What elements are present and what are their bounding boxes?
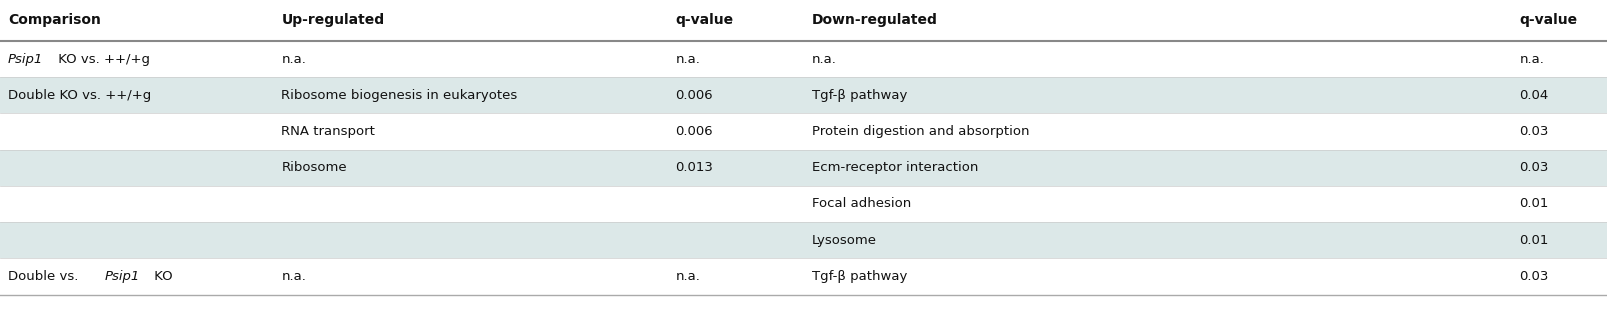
Text: n.a.: n.a. (675, 53, 699, 66)
Text: Tgf-β pathway: Tgf-β pathway (812, 270, 906, 283)
Text: 0.01: 0.01 (1519, 234, 1548, 247)
FancyBboxPatch shape (0, 113, 1607, 150)
Text: Comparison: Comparison (8, 14, 101, 27)
Text: 0.01: 0.01 (1519, 198, 1548, 210)
Text: n.a.: n.a. (281, 53, 305, 66)
FancyBboxPatch shape (0, 222, 1607, 258)
Text: KO vs. ++/+g: KO vs. ++/+g (53, 53, 149, 66)
Text: q-value: q-value (1519, 14, 1576, 27)
Text: Double KO vs. ++/+g: Double KO vs. ++/+g (8, 89, 151, 102)
FancyBboxPatch shape (0, 77, 1607, 113)
Text: RNA transport: RNA transport (281, 125, 374, 138)
Text: Focal adhesion: Focal adhesion (812, 198, 911, 210)
Text: Lysosome: Lysosome (812, 234, 876, 247)
Text: n.a.: n.a. (1519, 53, 1543, 66)
Text: Psip1: Psip1 (104, 270, 140, 283)
Text: 0.04: 0.04 (1519, 89, 1548, 102)
Text: Down-regulated: Down-regulated (812, 14, 937, 27)
FancyBboxPatch shape (0, 41, 1607, 77)
Text: Up-regulated: Up-regulated (281, 14, 384, 27)
Text: n.a.: n.a. (281, 270, 305, 283)
Text: 0.03: 0.03 (1519, 125, 1548, 138)
Text: Ribosome: Ribosome (281, 161, 347, 174)
Text: 0.013: 0.013 (675, 161, 714, 174)
Text: Psip1: Psip1 (8, 53, 43, 66)
FancyBboxPatch shape (0, 186, 1607, 222)
Text: q-value: q-value (675, 14, 733, 27)
Text: Protein digestion and absorption: Protein digestion and absorption (812, 125, 1028, 138)
Text: n.a.: n.a. (812, 53, 836, 66)
Text: 0.03: 0.03 (1519, 161, 1548, 174)
Text: Tgf-β pathway: Tgf-β pathway (812, 89, 906, 102)
Text: 0.006: 0.006 (675, 89, 712, 102)
Text: Ribosome biogenesis in eukaryotes: Ribosome biogenesis in eukaryotes (281, 89, 517, 102)
Text: n.a.: n.a. (675, 270, 699, 283)
Text: Double vs.: Double vs. (8, 270, 82, 283)
Text: 0.006: 0.006 (675, 125, 712, 138)
FancyBboxPatch shape (0, 0, 1607, 41)
FancyBboxPatch shape (0, 150, 1607, 186)
Text: Ecm-receptor interaction: Ecm-receptor interaction (812, 161, 977, 174)
Text: 0.03: 0.03 (1519, 270, 1548, 283)
FancyBboxPatch shape (0, 258, 1607, 295)
Text: KO: KO (149, 270, 172, 283)
